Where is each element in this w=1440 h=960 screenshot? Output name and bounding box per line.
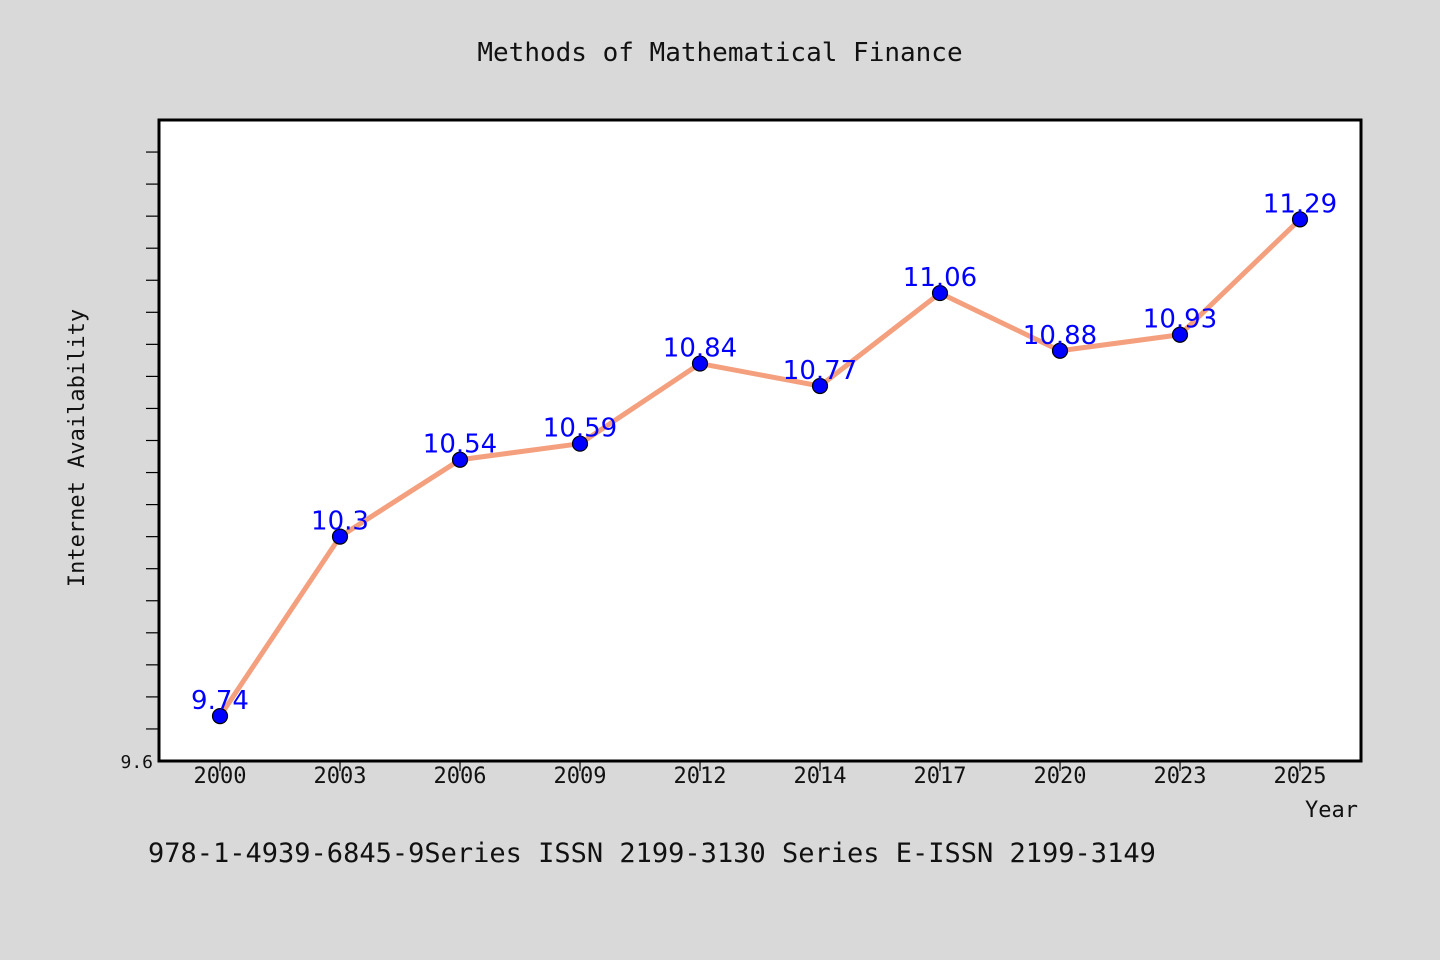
data-labels: 9.74 10.3 10.54 10.59 10.84 10.77 11.06 10.88 10… (191, 189, 1337, 716)
y-axis-label: Internet Availability (65, 309, 90, 587)
data-label: 9.74 (191, 686, 249, 716)
x-tick-label: 2006 (434, 764, 487, 789)
footer-isbn-text: 978-1-4939-6845-9Series ISSN 2199-3130 S… (148, 838, 1156, 869)
data-label: 11.06 (903, 263, 977, 293)
x-tick-label: 2023 (1154, 764, 1207, 789)
y-tick-label: 9.6 (120, 752, 153, 773)
data-label: 10.77 (783, 356, 857, 386)
data-point-marker (571, 435, 589, 452)
x-tick-label: 2014 (794, 764, 847, 789)
x-tick-label: 2003 (314, 764, 367, 789)
x-tick-label: 2012 (674, 764, 727, 789)
series-markers (211, 211, 1309, 725)
x-tick-label: 2020 (1034, 764, 1087, 789)
x-axis-tick-labels: 2000 2003 2006 2009 2012 2014 2017 2020 2023 2025 (194, 764, 1327, 789)
x-axis-ticks (219, 761, 1301, 771)
data-point-marker (691, 355, 709, 372)
x-tick-label: 2000 (194, 764, 247, 789)
data-point-marker (1171, 326, 1189, 343)
data-point-marker (811, 377, 829, 395)
data-point-marker (211, 708, 229, 725)
x-tick-label: 2009 (554, 764, 607, 789)
x-axis-label: Year (1305, 798, 1358, 823)
chart-title: Methods of Mathematical Finance (477, 38, 962, 68)
data-label: 10.3 (311, 507, 369, 537)
plot-area (157, 118, 1363, 763)
data-point-marker (1291, 211, 1309, 228)
data-point-marker (331, 528, 349, 545)
series-lines (217, 216, 1303, 719)
data-label: 10.84 (663, 334, 737, 364)
data-point-marker (451, 451, 469, 468)
series-line (217, 216, 1303, 719)
data-label: 10.93 (1143, 305, 1217, 335)
x-tick-label: 2017 (914, 764, 967, 789)
y-axis-tick-labels: 9.6 (120, 752, 153, 773)
data-label: 10.54 (423, 430, 497, 460)
data-point-marker (931, 284, 949, 302)
data-label: 10.59 (543, 414, 617, 444)
data-point-marker (1051, 342, 1069, 359)
data-label: 10.88 (1023, 321, 1097, 351)
y-axis-ticks (146, 151, 159, 730)
x-tick-label: 2025 (1274, 764, 1327, 789)
data-label: 11.29 (1263, 189, 1337, 219)
